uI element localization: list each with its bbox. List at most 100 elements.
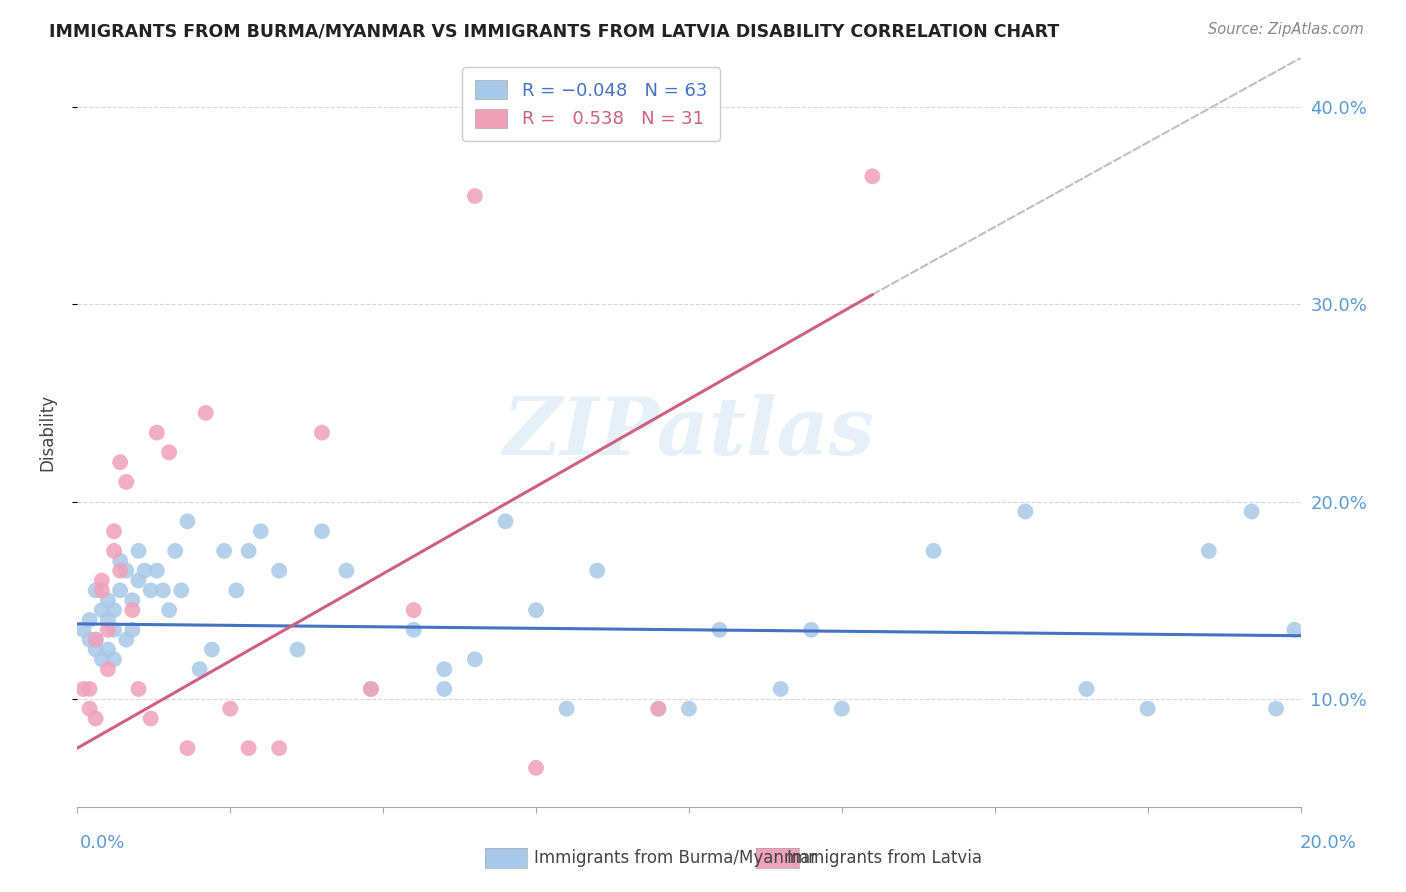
Point	[152, 583, 174, 598]
Y-axis label: Disability: Disability	[38, 394, 56, 471]
Point	[769, 681, 792, 696]
Point	[201, 642, 224, 657]
Text: Immigrants from Burma/Myanmar: Immigrants from Burma/Myanmar	[534, 849, 817, 867]
Point	[831, 701, 853, 715]
Point	[922, 544, 945, 558]
Point	[1198, 544, 1220, 558]
Point	[1136, 701, 1159, 715]
Point	[97, 623, 120, 637]
Point	[108, 455, 131, 469]
Point	[433, 662, 456, 676]
Text: Source: ZipAtlas.com: Source: ZipAtlas.com	[1208, 22, 1364, 37]
Point	[157, 603, 180, 617]
Point	[269, 564, 291, 578]
Point	[225, 583, 247, 598]
Point	[84, 642, 107, 657]
Legend: R = −0.048   N = 63, R =   0.538   N = 31: R = −0.048 N = 63, R = 0.538 N = 31	[463, 67, 720, 141]
Point	[79, 681, 101, 696]
Point	[194, 406, 217, 420]
Point	[90, 652, 112, 666]
Point	[402, 603, 425, 617]
Point	[586, 564, 609, 578]
Point	[146, 425, 169, 440]
Point	[115, 475, 138, 489]
Point	[115, 632, 138, 647]
Point	[1076, 681, 1098, 696]
Point	[139, 712, 162, 726]
Point	[121, 603, 143, 617]
Point	[97, 662, 120, 676]
Point	[108, 554, 131, 568]
Point	[103, 652, 125, 666]
Point	[464, 652, 486, 666]
Point	[238, 741, 260, 756]
Text: IMMIGRANTS FROM BURMA/MYANMAR VS IMMIGRANTS FROM LATVIA DISABILITY CORRELATION C: IMMIGRANTS FROM BURMA/MYANMAR VS IMMIGRA…	[49, 22, 1060, 40]
Point	[115, 564, 138, 578]
Point	[433, 681, 456, 696]
Point	[219, 701, 242, 715]
Point	[84, 632, 107, 647]
Point	[84, 632, 107, 647]
Point	[90, 574, 112, 588]
Point	[176, 741, 198, 756]
Point	[238, 544, 260, 558]
Point	[134, 564, 156, 578]
Point	[72, 623, 94, 637]
Point	[495, 514, 517, 528]
Point	[402, 623, 425, 637]
Point	[157, 445, 180, 459]
Point	[103, 603, 125, 617]
Point	[647, 701, 669, 715]
Point	[97, 642, 120, 657]
Point	[121, 623, 143, 637]
Point	[287, 642, 309, 657]
Point	[360, 681, 382, 696]
Point	[311, 524, 333, 539]
Point	[524, 603, 547, 617]
Point	[170, 583, 193, 598]
Point	[1014, 504, 1036, 518]
Point	[97, 613, 120, 627]
Point	[103, 544, 125, 558]
Point	[524, 761, 547, 775]
Point	[176, 514, 198, 528]
Point	[128, 681, 150, 696]
Point	[79, 613, 101, 627]
Point	[709, 623, 731, 637]
Point	[360, 681, 382, 696]
Point	[250, 524, 273, 539]
Point	[862, 169, 884, 184]
Text: ZIPatlas: ZIPatlas	[503, 394, 875, 471]
Point	[103, 623, 125, 637]
Point	[146, 564, 169, 578]
Point	[269, 741, 291, 756]
Point	[121, 593, 143, 607]
Point	[647, 701, 669, 715]
Point	[335, 564, 357, 578]
Point	[1284, 623, 1306, 637]
Text: 20.0%: 20.0%	[1301, 834, 1357, 852]
Point	[212, 544, 235, 558]
Point	[139, 583, 162, 598]
Point	[97, 593, 120, 607]
Point	[165, 544, 187, 558]
Point	[128, 544, 150, 558]
Point	[108, 564, 131, 578]
Point	[84, 583, 107, 598]
Point	[555, 701, 578, 715]
Point	[311, 425, 333, 440]
Point	[90, 583, 112, 598]
Point	[1240, 504, 1263, 518]
Point	[72, 681, 94, 696]
Point	[800, 623, 823, 637]
Point	[128, 574, 150, 588]
Point	[678, 701, 700, 715]
Point	[464, 189, 486, 203]
Point	[188, 662, 211, 676]
Point	[103, 524, 125, 539]
Point	[90, 603, 112, 617]
Text: Immigrants from Latvia: Immigrants from Latvia	[787, 849, 983, 867]
Point	[1265, 701, 1288, 715]
Text: 0.0%: 0.0%	[80, 834, 125, 852]
Point	[79, 701, 101, 715]
